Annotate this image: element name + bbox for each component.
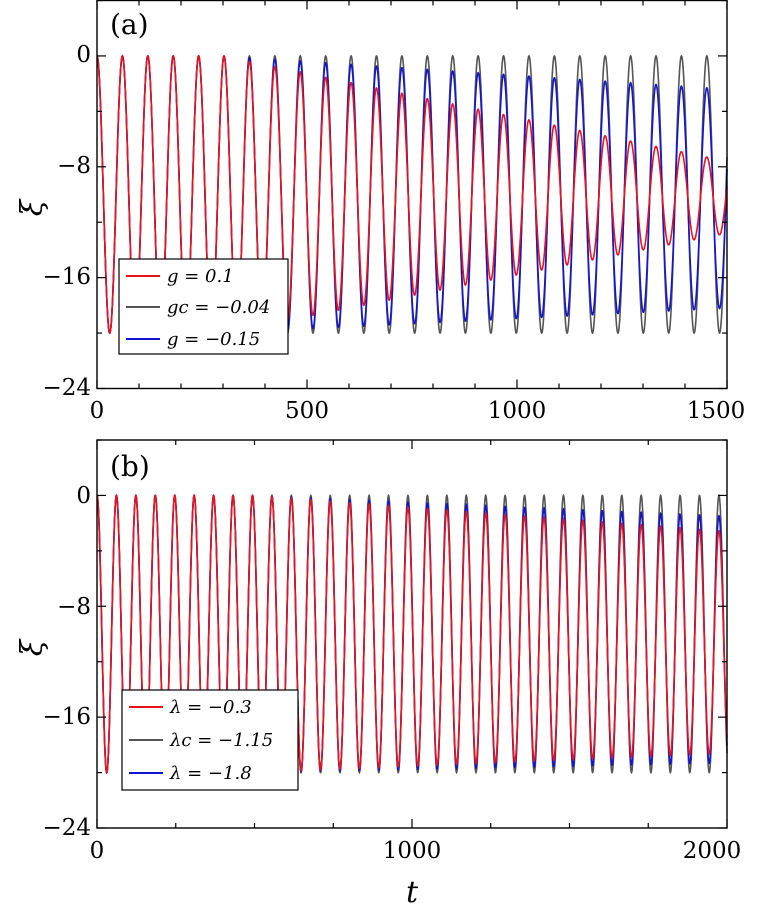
panel-a-xtick-0: 0 [90,398,105,424]
panel-b-legend-label-lambda-neg03: λ = −0.3 [169,697,252,718]
panel-a-ytick-m8: −8 [57,153,91,179]
panel-a-legend: g = 0.1 gc = −0.04 g = −0.15 [118,258,289,355]
panel-a-xtick-1500: 1500 [687,398,746,424]
panel-b-ytick-m16: −16 [42,704,91,730]
panel-b-ytick-m8: −8 [57,594,91,620]
panel-b-legend-label-lambda-c: λc = −1.15 [169,730,273,751]
panel-b-xtick-0: 0 [90,838,105,864]
panel-a-ytick-m16: −16 [42,264,91,290]
panel-a-legend-label-g-pos: g = 0.1 [167,266,234,287]
panel-b-legend: λ = −0.3 λc = −1.15 λ = −1.8 [121,689,299,791]
panel-b-ylabel: ξ [15,638,50,656]
panel-b-xtick-1000: 1000 [383,838,442,864]
panel-a-legend-label-g-neg: g = −0.15 [167,329,260,350]
panel-b-ytick-0: 0 [76,483,91,509]
panel-b-legend-label-lambda-neg18: λ = −1.8 [169,763,252,784]
panel-b: (b) 0 −8 −16 −24 0 1000 2000 ξ t λ = −0.… [15,439,742,910]
panel-a-ylabel: ξ [15,198,50,216]
panel-a-ytick-m24: −24 [42,375,91,401]
panel-a-series-g-pos [96,54,728,335]
panel-a: (a) 0 −8 −16 −24 0 500 1000 1500 ξ g = 0… [15,0,746,424]
panel-b-xtick-2000: 2000 [683,838,742,864]
panel-b-label: (b) [110,450,150,483]
panel-a-ticks [96,0,728,390]
panel-a-series [96,54,728,335]
panel-a-xtick-500: 500 [285,398,329,424]
panel-a-ytick-0: 0 [76,42,91,68]
panel-a-legend-label-gc: gc = −0.04 [167,297,270,318]
panel-b-ticks [96,439,728,829]
panel-a-label: (a) [110,8,149,41]
panel-b-ytick-m24: −24 [42,815,91,841]
panel-b-xlabel: t [406,875,419,910]
panel-a-frame [96,0,728,390]
panel-a-xtick-1000: 1000 [488,398,547,424]
